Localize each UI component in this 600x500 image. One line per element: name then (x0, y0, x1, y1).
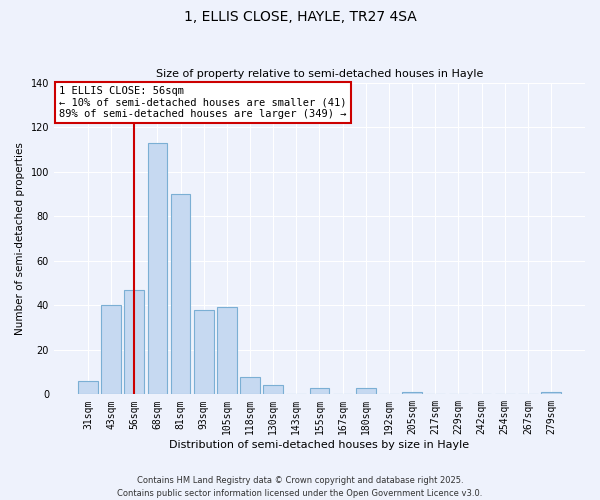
Bar (148, 142, 167, 394)
Bar (402, 392, 422, 394)
Title: Size of property relative to semi-detached houses in Hayle: Size of property relative to semi-detach… (156, 69, 483, 79)
Text: Contains HM Land Registry data © Crown copyright and database right 2025.
Contai: Contains HM Land Registry data © Crown c… (118, 476, 482, 498)
Bar (124, 290, 144, 395)
Bar (263, 386, 283, 394)
Y-axis label: Number of semi-detached properties: Number of semi-detached properties (15, 142, 25, 335)
Bar (217, 308, 236, 394)
X-axis label: Distribution of semi-detached houses by size in Hayle: Distribution of semi-detached houses by … (169, 440, 470, 450)
Bar (170, 194, 190, 394)
Bar (356, 388, 376, 394)
Bar (101, 306, 121, 394)
Text: 1 ELLIS CLOSE: 56sqm
← 10% of semi-detached houses are smaller (41)
89% of semi-: 1 ELLIS CLOSE: 56sqm ← 10% of semi-detac… (59, 86, 347, 119)
Text: 1, ELLIS CLOSE, HAYLE, TR27 4SA: 1, ELLIS CLOSE, HAYLE, TR27 4SA (184, 10, 416, 24)
Bar (541, 392, 561, 394)
Bar (240, 376, 260, 394)
Bar (310, 388, 329, 394)
Bar (194, 310, 214, 394)
Bar (78, 381, 98, 394)
